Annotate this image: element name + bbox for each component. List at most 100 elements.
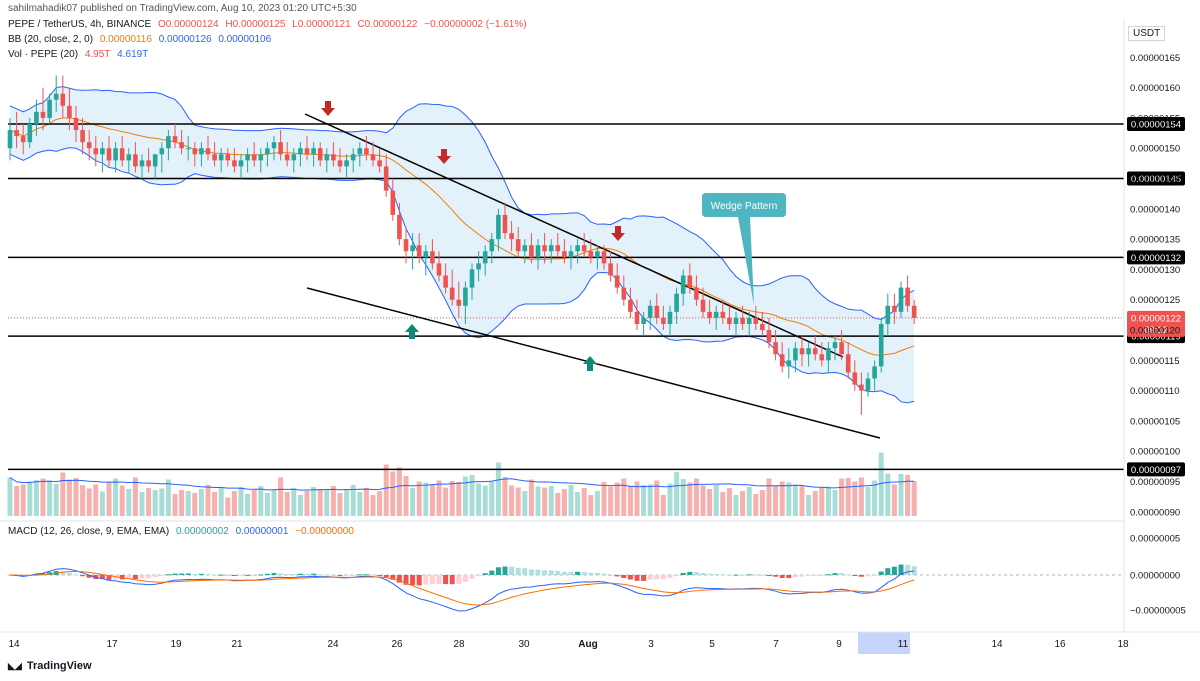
candle-body [812,348,818,355]
candle-body [489,239,495,252]
candle-body [364,148,369,155]
level-tag: 0.00000145 [1131,174,1181,185]
macd-histogram-bar [898,564,904,575]
candle-body [383,166,389,191]
macd-tick-label: 0.00000000 [1130,571,1180,582]
bb-upper-line [9,86,915,321]
macd-histogram-bar [786,575,792,579]
countdown-tag: 09:12 [1144,325,1168,336]
macd-histogram-bar [139,575,145,579]
publish-line: sahilmahadik07 published on TradingView.… [8,3,357,14]
macd-histogram-bar [746,574,752,576]
macd-histogram-bar [581,572,587,575]
sell-arrow-icon [437,149,451,164]
candle-body [166,136,171,149]
price-tick-label: 0.00000130 [1130,265,1180,276]
candle-body [892,305,897,312]
volume-bars [7,452,917,516]
candle-body [687,275,693,288]
volume-bar [126,489,132,516]
candle-body [172,136,178,143]
candle-body [390,190,396,215]
volume-bar [357,492,363,516]
macd-histogram-bar [542,570,548,575]
volume-bar [911,481,917,516]
candle-body [463,287,468,306]
macd-histogram-bar [271,573,277,575]
macd-histogram-bar [852,575,858,576]
candle-body [436,263,442,276]
bb-lower: 0.00000106 [218,34,272,45]
macd-hist: 0.00000002 [175,526,229,537]
macd-histogram-bar [119,575,125,580]
macd-histogram-bar [588,572,594,575]
volume-bar [575,492,581,516]
macd-histogram-bar [522,568,528,575]
macd-histogram-bar [403,575,409,585]
currency-badge[interactable]: USDT [1128,26,1166,41]
volume-bar [495,462,501,516]
volume-bar [779,481,785,516]
volume-bar [363,488,369,516]
macd-tick-label: −0.00000005 [1130,606,1186,617]
volume-bar [284,492,290,516]
macd-histogram-bar [297,573,303,575]
macd-histogram-bar [324,574,330,576]
candle-body [331,154,336,161]
candle-body [232,160,237,167]
candle-body [179,142,184,149]
macd-histogram-bar [390,575,396,580]
candle-body [601,251,607,264]
volume-bar [218,488,224,516]
macd-histogram-bar [99,575,105,580]
volume-bar [614,482,620,516]
ohlc-low: L0.00000121 [292,19,351,30]
volume-bar [456,482,462,516]
volume-bar [462,476,468,516]
sell-arrow-icon [321,101,335,116]
bb-label: BB (20, close, 2, 0) [8,34,94,45]
volume-bar [693,478,699,516]
volume-bar [522,491,528,516]
volume-bar [858,477,864,516]
macd-histogram-bar [845,574,851,576]
candle-body [905,287,910,306]
macd-histogram-bar [707,573,713,575]
macd-histogram-bar [858,575,864,577]
macd-histogram-bar [165,574,171,576]
candle-body [753,317,759,324]
macd-histogram-bar [812,575,818,576]
candle-body [555,245,561,252]
arrow-markers [321,101,625,371]
candle-body [73,117,79,131]
candle-body [700,299,706,312]
macd-histogram-bar [872,575,878,576]
time-tick-label: 16 [1054,639,1066,650]
volume-bar [489,481,495,516]
volume-bar [73,478,79,516]
volume-bar [832,490,838,516]
macd-histogram-bar [911,566,917,575]
macd-histogram-bar [799,575,805,577]
macd-histogram-bar [383,575,389,578]
volume-bar [792,484,798,516]
macd-histogram-bar [759,574,765,576]
volume-bar [311,487,317,516]
volume-bar [806,495,812,516]
macd-histogram-bar [726,574,732,576]
macd-histogram-bar [535,569,541,575]
macd-histogram-bar [344,575,350,576]
macd-histogram-bar [495,567,501,575]
candle-body [773,342,778,355]
candle-body [911,305,917,318]
volume-bar [773,485,779,516]
last-price-tag: 0.00000122 [1131,313,1181,324]
macd-histogram-bar [575,571,581,575]
macd-histogram-bar [568,571,574,575]
macd-histogram-bar [825,574,831,576]
candle-body [588,251,594,258]
candle-body [344,160,349,167]
candle-body [865,378,871,391]
candle-body [86,142,92,149]
